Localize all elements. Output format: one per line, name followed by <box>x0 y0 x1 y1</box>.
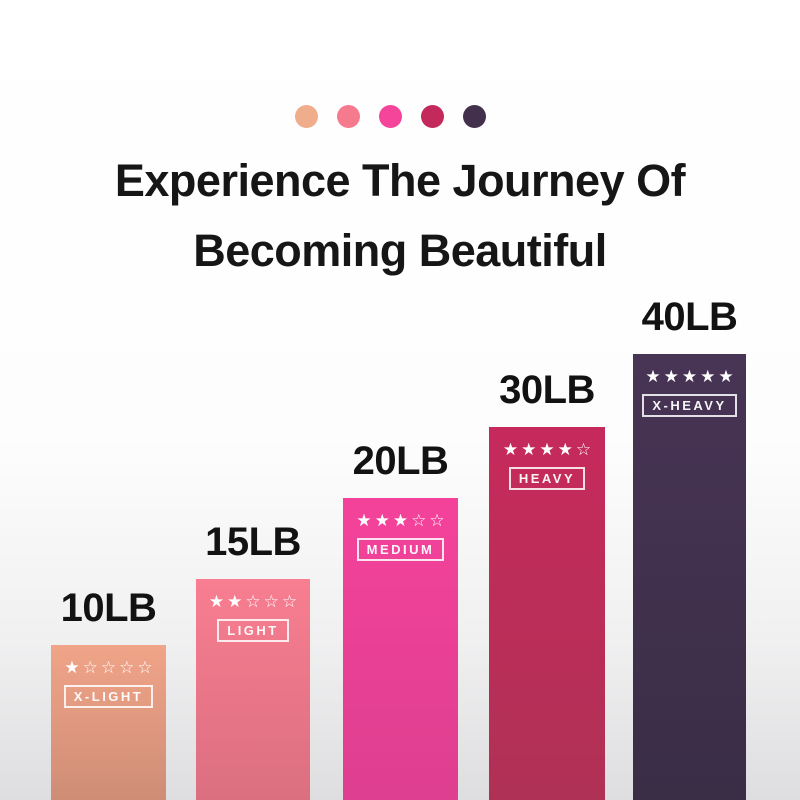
bar-40lb: ★★★★★ X-HEAVY <box>633 354 746 800</box>
weight-label: 20LB <box>352 439 449 483</box>
palette-dot-light-icon <box>337 105 360 128</box>
star-rating: ★★★☆☆ <box>356 511 448 530</box>
level-badge: HEAVY <box>508 467 586 490</box>
star-rating: ★★★★★ <box>645 367 737 386</box>
bar-group-15lb: 15LB ★★☆☆☆ LIGHT <box>196 520 310 800</box>
bar-20lb: ★★★☆☆ MEDIUM <box>343 498 458 800</box>
level-badge: X-LIGHT <box>63 685 154 708</box>
level-badge: MEDIUM <box>356 538 445 561</box>
level-badge: LIGHT <box>217 619 289 642</box>
page-title: Experience The Journey Of Becoming Beaut… <box>0 146 800 286</box>
star-rating: ★★★★☆ <box>502 440 595 459</box>
bar-group-30lb: 30LB ★★★★☆ HEAVY <box>489 368 605 800</box>
star-rating: ★☆☆☆☆ <box>64 658 156 677</box>
palette-dot-heavy-icon <box>421 105 444 128</box>
bar-group-10lb: 10LB ★☆☆☆☆ X-LIGHT <box>51 586 166 800</box>
star-rating: ★★☆☆☆ <box>208 592 301 611</box>
weight-label: 15LB <box>205 520 301 564</box>
palette-dot-medium-icon <box>379 105 402 128</box>
bar-10lb: ★☆☆☆☆ X-LIGHT <box>51 645 166 800</box>
title-line-1: Experience The Journey Of <box>114 155 686 206</box>
bar-15lb: ★★☆☆☆ LIGHT <box>196 579 310 800</box>
weight-label: 10LB <box>60 586 157 630</box>
bar-group-40lb: 40LB ★★★★★ X-HEAVY <box>633 295 746 800</box>
palette-dots <box>295 105 486 128</box>
weight-label: 40LB <box>641 295 738 339</box>
weight-label: 30LB <box>499 368 595 412</box>
title-line-2: Becoming Beautiful <box>193 225 607 276</box>
palette-dot-x-light-icon <box>295 105 318 128</box>
bar-group-20lb: 20LB ★★★☆☆ MEDIUM <box>343 439 458 800</box>
level-badge: X-HEAVY <box>642 394 737 417</box>
bar-30lb: ★★★★☆ HEAVY <box>489 427 605 800</box>
palette-dot-x-heavy-icon <box>463 105 486 128</box>
